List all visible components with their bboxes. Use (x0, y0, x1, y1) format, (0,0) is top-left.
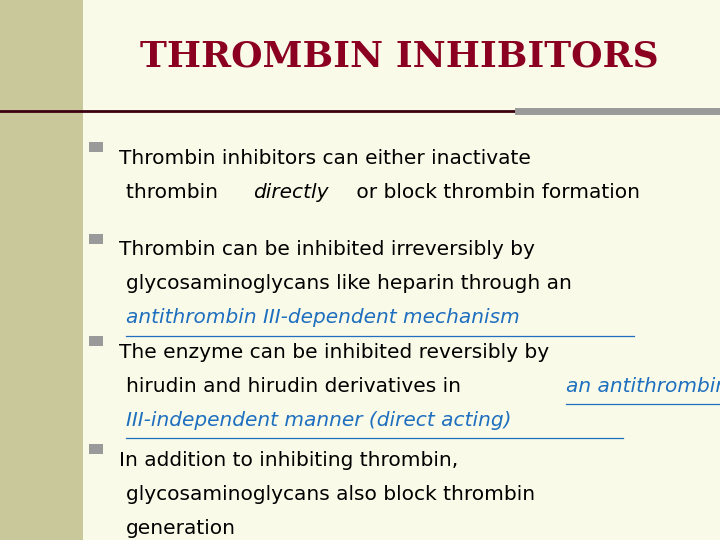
Text: glycosaminoglycans also block thrombin: glycosaminoglycans also block thrombin (126, 485, 535, 504)
Text: Thrombin can be inhibited irreversibly by: Thrombin can be inhibited irreversibly b… (119, 240, 535, 259)
Text: or block thrombin formation: or block thrombin formation (351, 183, 640, 201)
Bar (0, 0, 83, 540)
Text: glycosaminoglycans like heparin through an: glycosaminoglycans like heparin through … (126, 274, 572, 293)
Text: The enzyme can be inhibited reversibly by: The enzyme can be inhibited reversibly b… (119, 343, 549, 362)
Text: III-independent manner (direct acting): III-independent manner (direct acting) (126, 411, 511, 430)
Text: an antithrombin: an antithrombin (567, 377, 720, 396)
Text: hirudin and hirudin derivatives in: hirudin and hirudin derivatives in (126, 377, 467, 396)
Text: Thrombin inhibitors can either inactivate: Thrombin inhibitors can either inactivat… (119, 148, 531, 167)
Text: THROMBIN INHIBITORS: THROMBIN INHIBITORS (140, 40, 659, 73)
Text: thrombin: thrombin (126, 183, 225, 201)
Bar (89, 336, 103, 347)
Text: antithrombin III-dependent mechanism: antithrombin III-dependent mechanism (126, 308, 520, 327)
Bar (89, 444, 103, 455)
Bar (89, 142, 103, 152)
Text: generation: generation (126, 519, 236, 538)
Bar (89, 234, 103, 244)
Text: In addition to inhibiting thrombin,: In addition to inhibiting thrombin, (119, 451, 458, 470)
Text: directly: directly (253, 183, 328, 201)
